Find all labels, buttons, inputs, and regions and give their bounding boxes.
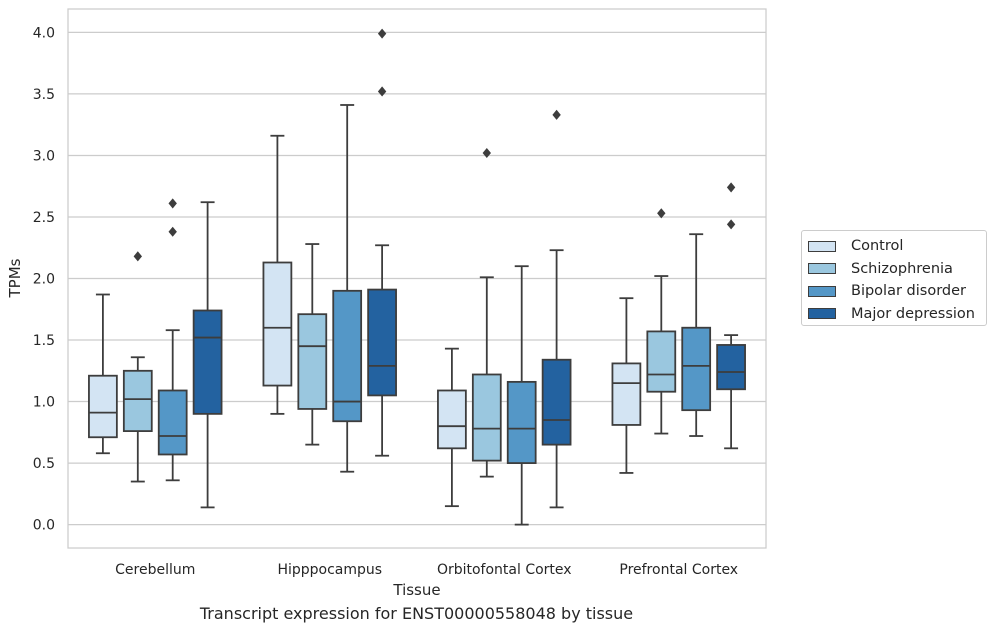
box <box>88 374 118 439</box>
box <box>262 261 293 387</box>
outlier-point <box>377 28 387 39</box>
box <box>192 309 223 415</box>
y-tick-label: 2.5 <box>33 210 55 226</box>
legend-item: Schizophrenia <box>808 258 953 280</box>
y-tick-label: 2.0 <box>33 272 55 288</box>
box <box>716 344 746 391</box>
x-tick-label: Prefrontal Cortex <box>619 562 738 578</box>
x-tick-label: Cerebellum <box>115 562 195 578</box>
x-axis-title: Tissue <box>392 581 440 599</box>
outlier-point <box>377 86 387 97</box>
box <box>367 288 397 397</box>
legend-label: Schizophrenia <box>851 260 953 277</box>
outlier-point <box>168 226 177 237</box>
legend-item: Control <box>808 235 903 257</box>
box <box>297 313 328 410</box>
y-tick-label: 4.0 <box>33 25 55 41</box>
box <box>611 362 642 426</box>
outlier-point <box>726 182 736 193</box>
y-tick-label: 3.5 <box>33 87 55 103</box>
box-series-group <box>88 28 746 526</box>
y-tick-label: 0.0 <box>33 518 55 534</box>
legend: Control Schizophrenia Bipolar disorder Majo… <box>801 230 987 326</box>
plot-frame <box>67 8 767 549</box>
y-tick-label: 3.0 <box>33 148 55 164</box>
legend-item: Major depression <box>808 303 975 325</box>
y-tick-label: 1.0 <box>33 395 55 411</box>
x-tick-labels: Cerebellum Hipppocampus Orbitofontal Corte… <box>115 562 738 578</box>
box <box>122 369 153 432</box>
box <box>681 326 712 412</box>
box <box>506 380 537 464</box>
outlier-point <box>657 208 666 219</box>
outlier-point <box>133 251 142 262</box>
legend-swatch <box>808 240 836 252</box>
x-tick-label: Hipppocampus <box>277 562 382 578</box>
legend-swatch <box>808 285 836 297</box>
chart-caption: Transcript expression for ENST0000055804… <box>199 604 634 623</box>
x-tick-label: Orbitofontal Cortex <box>437 562 572 578</box>
box <box>332 289 363 423</box>
legend-item: Bipolar disorder <box>808 280 966 302</box>
y-axis-title: TPMs <box>6 258 24 298</box>
box <box>541 358 572 446</box>
box <box>157 389 188 456</box>
legend-label: Major depression <box>851 305 975 322</box>
box <box>437 389 467 450</box>
legend-label: Control <box>851 238 904 254</box>
outlier-point <box>168 198 177 209</box>
y-tick-label: 1.5 <box>33 333 55 349</box>
y-tick-label: 0.5 <box>33 456 55 472</box>
legend-label: Bipolar disorder <box>851 283 966 299</box>
box <box>646 330 677 393</box>
outlier-point <box>726 219 736 230</box>
box <box>471 373 502 462</box>
outlier-point <box>482 147 491 159</box>
legend-swatch <box>808 308 836 319</box>
y-tick-labels: 0.0 0.5 1.0 1.5 2.0 2.5 3.0 3.5 4.0 <box>33 25 55 533</box>
outlier-point <box>552 109 561 120</box>
legend-swatch <box>808 263 836 274</box>
